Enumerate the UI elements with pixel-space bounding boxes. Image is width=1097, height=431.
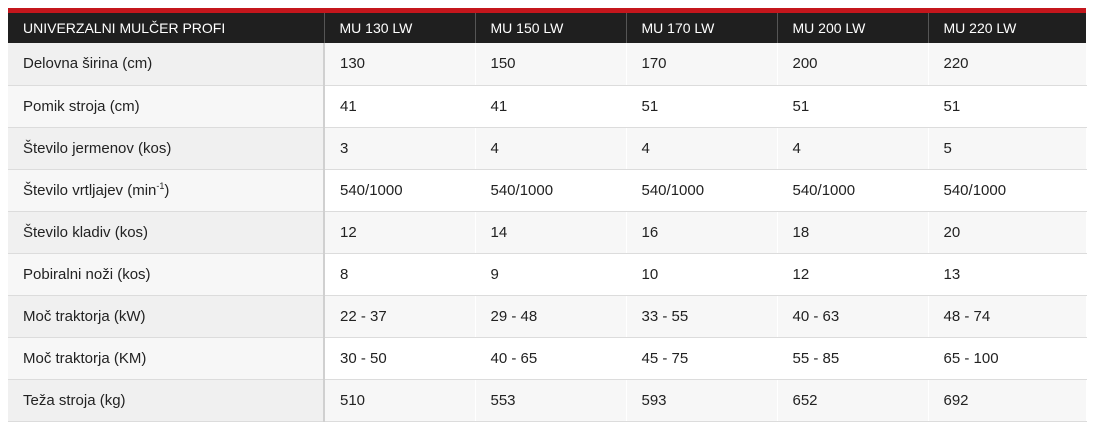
- row-label: Število vrtljajev (min-1): [8, 169, 325, 212]
- table-cell: 540/1000: [324, 169, 476, 212]
- table-row: Število kladiv (kos) 12 14 16 18 20: [8, 211, 1087, 254]
- table-cell: 4: [777, 127, 929, 170]
- table-cell: 14: [475, 211, 627, 254]
- table-row: Moč traktorja (KM) 30 - 50 40 - 65 45 - …: [8, 337, 1087, 380]
- accent-bar: [8, 8, 1086, 13]
- table-row: Število vrtljajev (min-1) 540/1000 540/1…: [8, 169, 1087, 212]
- table-row: Pomik stroja (cm) 41 41 51 51 51: [8, 85, 1087, 128]
- row-label: Teža stroja (kg): [8, 379, 325, 422]
- table-cell: 10: [626, 253, 778, 296]
- row-label-text: Število vrtljajev (min: [23, 181, 157, 199]
- table-cell: 40 - 65: [475, 337, 627, 380]
- table-cell: 3: [324, 127, 476, 170]
- table-cell: 16: [626, 211, 778, 254]
- table-cell: 20: [928, 211, 1087, 254]
- table-cell: 220: [928, 43, 1087, 86]
- table-cell: 540/1000: [475, 169, 627, 212]
- table-cell: 40 - 63: [777, 295, 929, 338]
- table-cell: 593: [626, 379, 778, 422]
- table-cell: 13: [928, 253, 1087, 296]
- row-label: Moč traktorja (KM): [8, 337, 325, 380]
- header-cell: UNIVERZALNI MULČER PROFI: [8, 13, 325, 43]
- table-cell: 692: [928, 379, 1087, 422]
- header-cell: MU 170 LW: [626, 13, 778, 43]
- table-row: Delovna širina (cm) 130 150 170 200 220: [8, 43, 1087, 86]
- table-row: Število jermenov (kos) 3 4 4 4 5: [8, 127, 1087, 170]
- spec-table-container: UNIVERZALNI MULČER PROFI MU 130 LW MU 15…: [8, 8, 1087, 422]
- row-label-superscript: -1: [156, 180, 165, 191]
- table-cell: 33 - 55: [626, 295, 778, 338]
- table-cell: 51: [777, 85, 929, 128]
- table-cell: 8: [324, 253, 476, 296]
- table-cell: 540/1000: [928, 169, 1087, 212]
- table-cell: 65 - 100: [928, 337, 1087, 380]
- table-cell: 41: [475, 85, 627, 128]
- table-cell: 540/1000: [777, 169, 929, 212]
- table-cell: 12: [777, 253, 929, 296]
- table-cell: 150: [475, 43, 627, 86]
- table-cell: 130: [324, 43, 476, 86]
- table-cell: 51: [928, 85, 1087, 128]
- table-cell: 9: [475, 253, 627, 296]
- table-cell: 540/1000: [626, 169, 778, 212]
- row-label: Število jermenov (kos): [8, 127, 325, 170]
- table-cell: 553: [475, 379, 627, 422]
- row-label: Število kladiv (kos): [8, 211, 325, 254]
- table-cell: 5: [928, 127, 1087, 170]
- header-cell: MU 150 LW: [475, 13, 627, 43]
- row-label-suffix: ): [164, 181, 170, 199]
- table-row: Moč traktorja (kW) 22 - 37 29 - 48 33 - …: [8, 295, 1087, 338]
- row-label: Delovna širina (cm): [8, 43, 325, 86]
- header-cell: MU 130 LW: [324, 13, 476, 43]
- spec-table: UNIVERZALNI MULČER PROFI MU 130 LW MU 15…: [8, 13, 1087, 422]
- table-cell: 510: [324, 379, 476, 422]
- table-cell: 45 - 75: [626, 337, 778, 380]
- header-cell: MU 220 LW: [928, 13, 1086, 43]
- row-label: Pomik stroja (cm): [8, 85, 325, 128]
- table-cell: 22 - 37: [324, 295, 476, 338]
- table-row: Pobiralni noži (kos) 8 9 10 12 13: [8, 253, 1087, 296]
- header-cell: MU 200 LW: [777, 13, 929, 43]
- table-cell: 4: [626, 127, 778, 170]
- row-label: Moč traktorja (kW): [8, 295, 325, 338]
- table-cell: 51: [626, 85, 778, 128]
- table-header-row: UNIVERZALNI MULČER PROFI MU 130 LW MU 15…: [8, 13, 1086, 43]
- table-cell: 12: [324, 211, 476, 254]
- row-label: Pobiralni noži (kos): [8, 253, 325, 296]
- table-cell: 4: [475, 127, 627, 170]
- table-cell: 41: [324, 85, 476, 128]
- table-cell: 30 - 50: [324, 337, 476, 380]
- table-cell: 55 - 85: [777, 337, 929, 380]
- table-row: Teža stroja (kg) 510 553 593 652 692: [8, 379, 1087, 422]
- table-cell: 29 - 48: [475, 295, 627, 338]
- table-cell: 18: [777, 211, 929, 254]
- table-cell: 170: [626, 43, 778, 86]
- table-cell: 48 - 74: [928, 295, 1087, 338]
- table-cell: 200: [777, 43, 929, 86]
- table-cell: 652: [777, 379, 929, 422]
